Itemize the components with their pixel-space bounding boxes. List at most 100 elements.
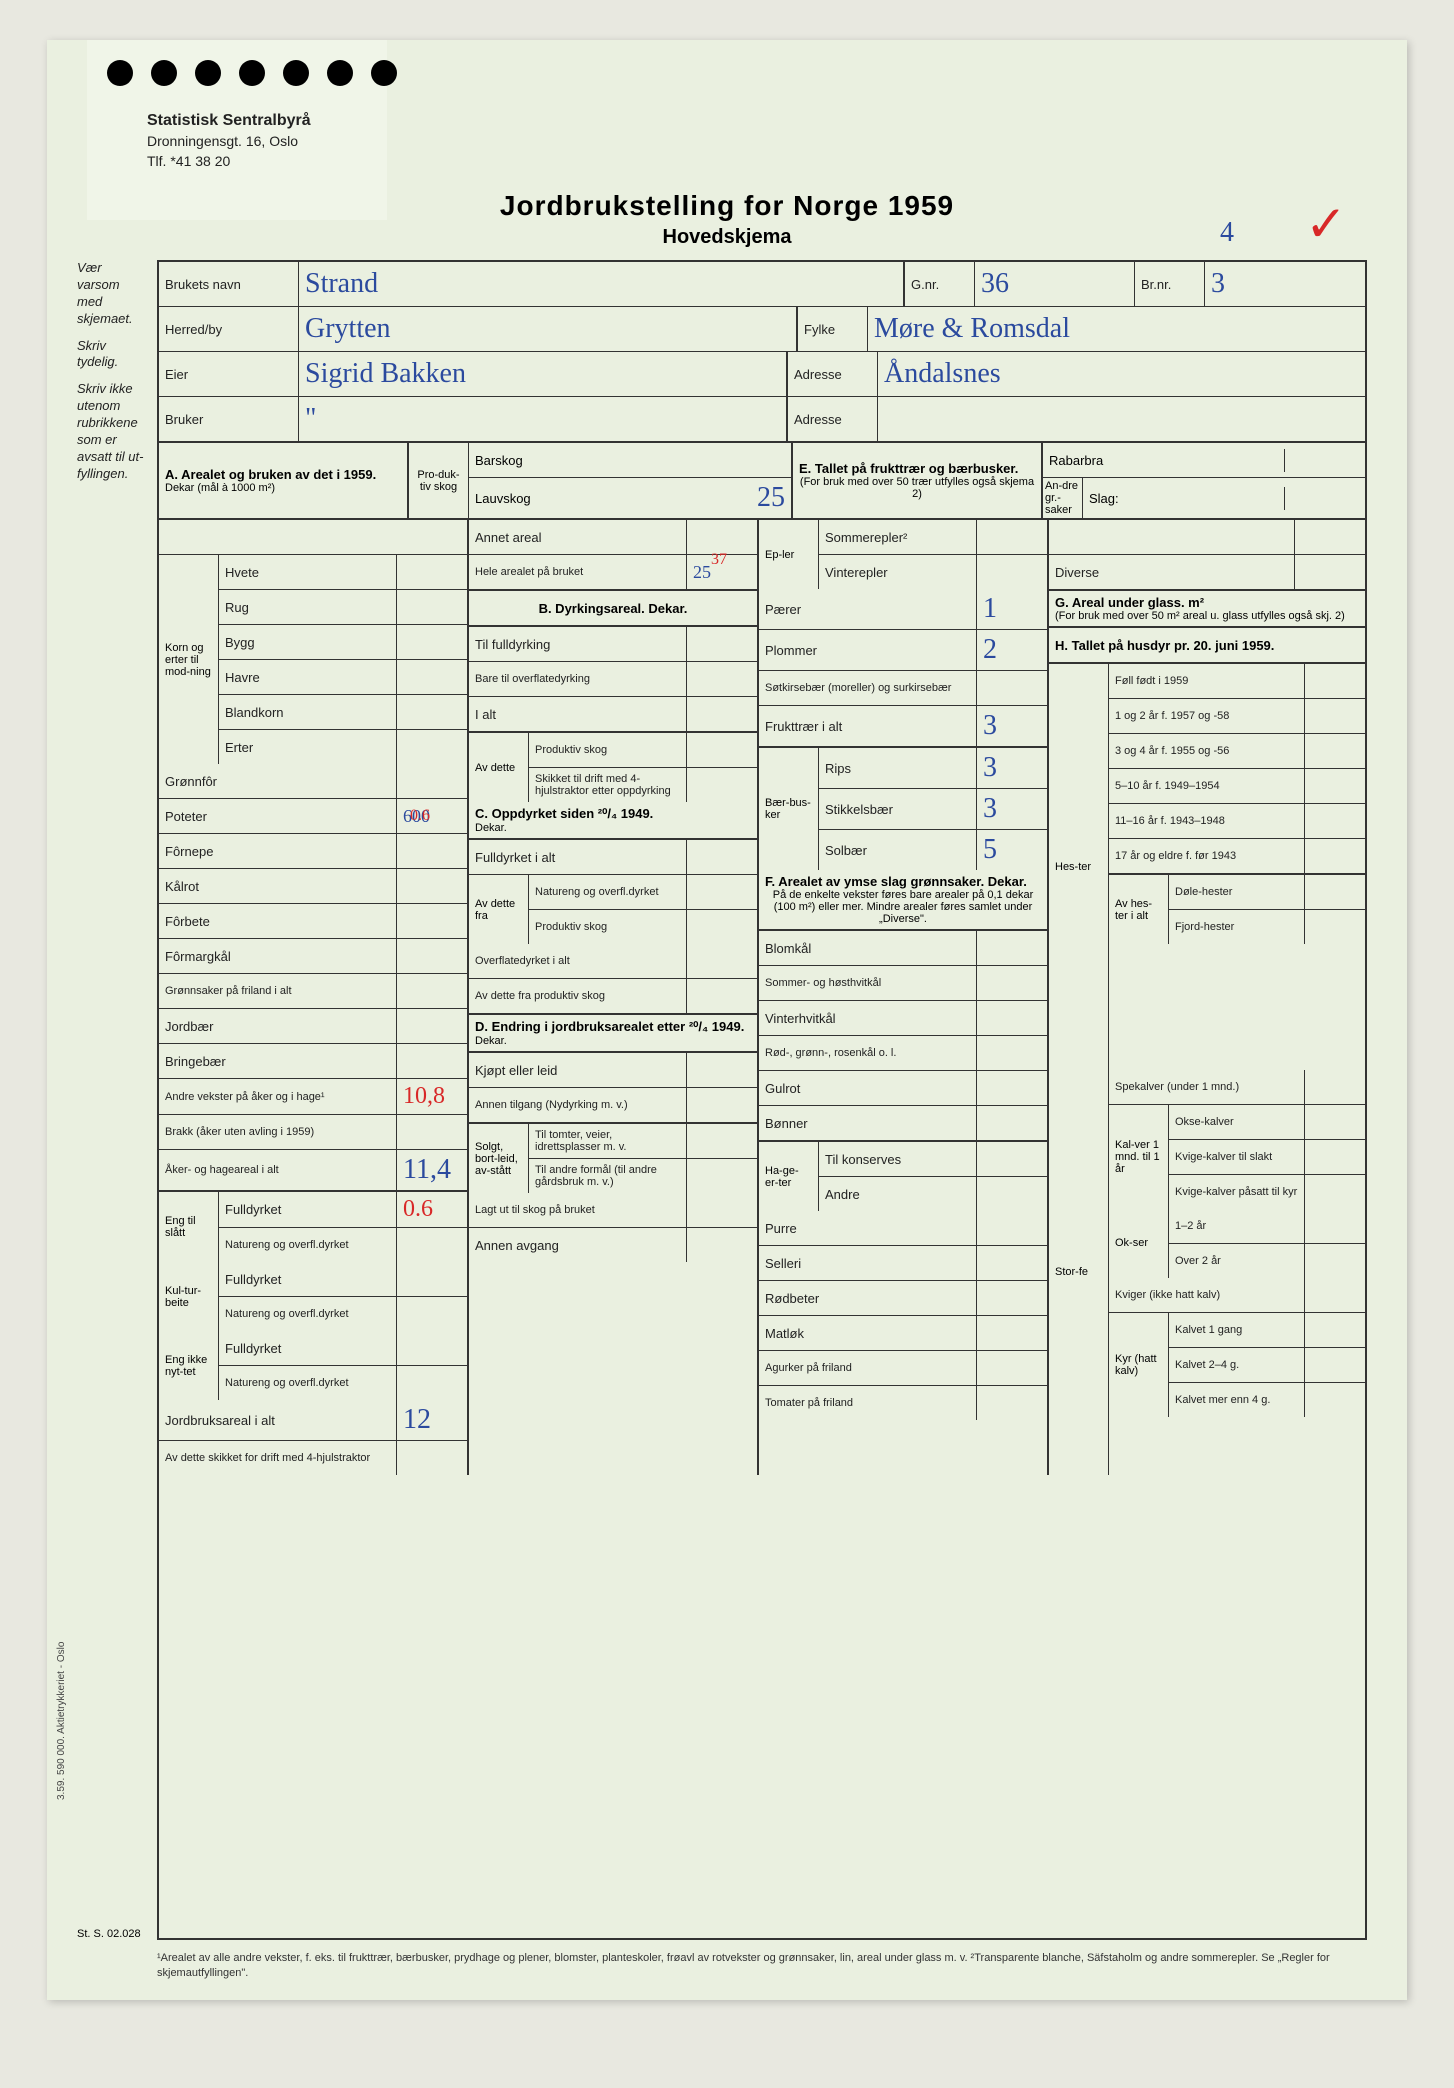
print-info: 3.59. 590 000. Aktietrykkeriet - Oslo [56, 1642, 67, 1800]
sectD-head: D. Endring i jordbruksarealet etter ²⁰/₄… [475, 1019, 744, 1035]
form-code: St. S. 02.028 [77, 1928, 141, 1940]
form-page: Statistisk Sentralbyrå Dronningensgt. 16… [47, 40, 1407, 2000]
lbl-eng-slatt: Eng til slått [159, 1192, 219, 1262]
lbl-produktiv-skog: Pro-duk-tiv skog [409, 443, 469, 518]
lbl-11-16-ar: 11–16 år f. 1943–1948 [1109, 804, 1305, 838]
lbl-poteter: Poteter [159, 799, 397, 833]
lbl-rips: Rips [819, 748, 977, 788]
lbl-brnr: Br.nr. [1135, 262, 1205, 306]
lbl-tomater: Tomater på friland [759, 1386, 977, 1420]
val-adresse: Åndalsnes [884, 358, 1001, 390]
val-brnr: 3 [1211, 268, 1225, 300]
val-poteter-red: 0.6 [410, 807, 430, 825]
val-lauvskog: 25 [757, 482, 785, 514]
lbl-slag: Slag: [1083, 487, 1285, 510]
val-rips: 3 [983, 752, 997, 784]
lbl-bygg: Bygg [219, 625, 397, 659]
row-bruker: Bruker " Adresse [159, 397, 1365, 443]
lbl-matlok: Matløk [759, 1316, 977, 1350]
lbl-blandkorn: Blandkorn [219, 695, 397, 729]
sectB-head: B. Dyrkingsareal. Dekar. [469, 591, 757, 625]
sectA-head: A. Arealet og bruken av det i 1959. [165, 467, 376, 482]
lbl-rabarbra: Rabarbra [1043, 449, 1285, 472]
sectF-note: På de enkelte vekster føres bare arealer… [765, 889, 1041, 925]
lbl-av-dette-4hjul: Av dette skikket for drift med 4-hjulstr… [159, 1441, 397, 1475]
val-andre-red: 10,8 [403, 1083, 445, 1110]
lbl-eng-ikke: Eng ikke nyt-tet [159, 1331, 219, 1400]
lbl-paerer: Pærer [759, 589, 977, 629]
lbl-over2: Over 2 år [1169, 1244, 1305, 1278]
org-name: Statistisk Sentralbyrå [147, 110, 311, 132]
val-solbaer: 5 [983, 834, 997, 866]
sectH-head: H. Tallet på husdyr pr. 20. juni 1959. [1055, 638, 1274, 653]
lbl-bare-overfl: Bare til overflatedyrking [469, 662, 687, 696]
lbl-kulturbeite: Kul-tur-beite [159, 1262, 219, 1331]
lbl-fornepe: Fôrnepe [159, 834, 397, 868]
val-hele: 25 [693, 562, 711, 583]
val-adresse2 [878, 397, 1365, 441]
lbl-frukttraer: Frukttrær i alt [759, 706, 977, 746]
lbl-rodbeter: Rødbeter [759, 1281, 977, 1315]
punch-holes [107, 60, 397, 86]
val-fulldyrket-red: 0.6 [403, 1196, 433, 1223]
lbl-jordbruksareal: Jordbruksareal i alt [159, 1400, 397, 1440]
lbl-korn: Korn og erter til mod-ning [159, 555, 219, 764]
lbl-natureng2: Natureng og overfl.dyrket [219, 1297, 397, 1331]
lbl-rod-gronn: Rød-, grønn-, rosenkål o. l. [759, 1036, 977, 1070]
lbl-17-ar: 17 år og eldre f. før 1943 [1109, 839, 1305, 873]
lbl-hele-areal: Hele arealet på bruket [469, 555, 687, 589]
lbl-avprod-c: Av dette fra produktiv skog [469, 979, 687, 1013]
lbl-epler: Ep-ler [759, 520, 819, 589]
lbl-stikkelsbaer: Stikkelsbær [819, 789, 977, 829]
side-instructions: Vær varsom med skjemaet. Skriv tydelig. … [77, 260, 147, 493]
lbl-konserves: Til konserves [819, 1142, 977, 1176]
footnote: ¹Arealet av alle andre vekster, f. eks. … [157, 1951, 1367, 1980]
val-frukttraer: 3 [983, 710, 997, 742]
sectG-head: G. Areal under glass. m² [1055, 595, 1204, 610]
lbl-bonner: Bønner [759, 1106, 977, 1140]
lbl-jordbaer: Jordbær [159, 1009, 397, 1043]
checkmark: ✓ [1305, 196, 1347, 252]
sectE-note: (For bruk med over 50 trær utfylles også… [799, 476, 1035, 500]
lbl-kalvet4: Kalvet mer enn 4 g. [1169, 1383, 1305, 1417]
lbl-natureng1: Natureng og overfl.dyrket [219, 1228, 397, 1262]
lbl-andre-formal: Til andre formål (til andre gårdsbruk m.… [529, 1159, 687, 1193]
lbl-fulldyrket3: Fulldyrket [219, 1331, 397, 1365]
lbl-natureng-c: Natureng og overfl.dyrket [529, 875, 687, 909]
lbl-selleri: Selleri [759, 1246, 977, 1280]
lbl-av-dette-b: Av dette [469, 733, 529, 802]
lbl-overfl-c: Overflatedyrket i alt [469, 944, 687, 978]
lbl-hester: Hes-ter [1049, 664, 1109, 1070]
sectD-sub: Dekar. [475, 1035, 507, 1047]
lbl-bruker: Bruker [159, 397, 299, 441]
lbl-herred: Herred/by [159, 307, 299, 351]
lbl-kvigekalver: Kvige-kalver til slakt [1169, 1140, 1305, 1174]
val-eier: Sigrid Bakken [305, 358, 466, 390]
lbl-eier: Eier [159, 352, 299, 396]
org-addr: Dronningensgt. 16, Oslo [147, 132, 311, 152]
lbl-skikket-b: Skikket til drift med 4-hjulstraktor ett… [529, 768, 687, 802]
lbl-diverse: Diverse [1049, 555, 1295, 589]
lbl-havre: Havre [219, 660, 397, 694]
lbl-rug: Rug [219, 590, 397, 624]
lbl-okser: Ok-ser [1109, 1209, 1169, 1278]
row-eier: Eier Sigrid Bakken Adresse Åndalsnes [159, 352, 1365, 397]
lbl-erter: Erter [219, 730, 397, 764]
lbl-solbaer: Solbær [819, 830, 977, 870]
lbl-bringebaer: Bringebær [159, 1044, 397, 1078]
lbl-brukets-navn: Brukets navn [159, 262, 299, 306]
lbl-gulrot: Gulrot [759, 1071, 977, 1105]
sectA-sub: Dekar (mål à 1000 m²) [165, 482, 275, 494]
lbl-sommerepler: Sommerepler² [819, 520, 977, 554]
lbl-purre: Purre [759, 1211, 977, 1245]
lbl-lagt-skog: Lagt ut til skog på bruket [469, 1193, 687, 1227]
lbl-fulldyrket2: Fulldyrket [219, 1262, 397, 1296]
sidenote-1: Vær varsom med skjemaet. [77, 260, 147, 328]
lbl-gronnfor: Grønnfôr [159, 764, 397, 798]
lbl-plommer: Plommer [759, 630, 977, 670]
lbl-andre-ert: Andre [819, 1177, 977, 1211]
lbl-agurker: Agurker på friland [759, 1351, 977, 1385]
lbl-fulldyrket: Fulldyrket [219, 1192, 397, 1227]
sectC-head: C. Oppdyrket siden ²⁰/₄ 1949. [475, 806, 653, 822]
lbl-kalrot: Kålrot [159, 869, 397, 903]
